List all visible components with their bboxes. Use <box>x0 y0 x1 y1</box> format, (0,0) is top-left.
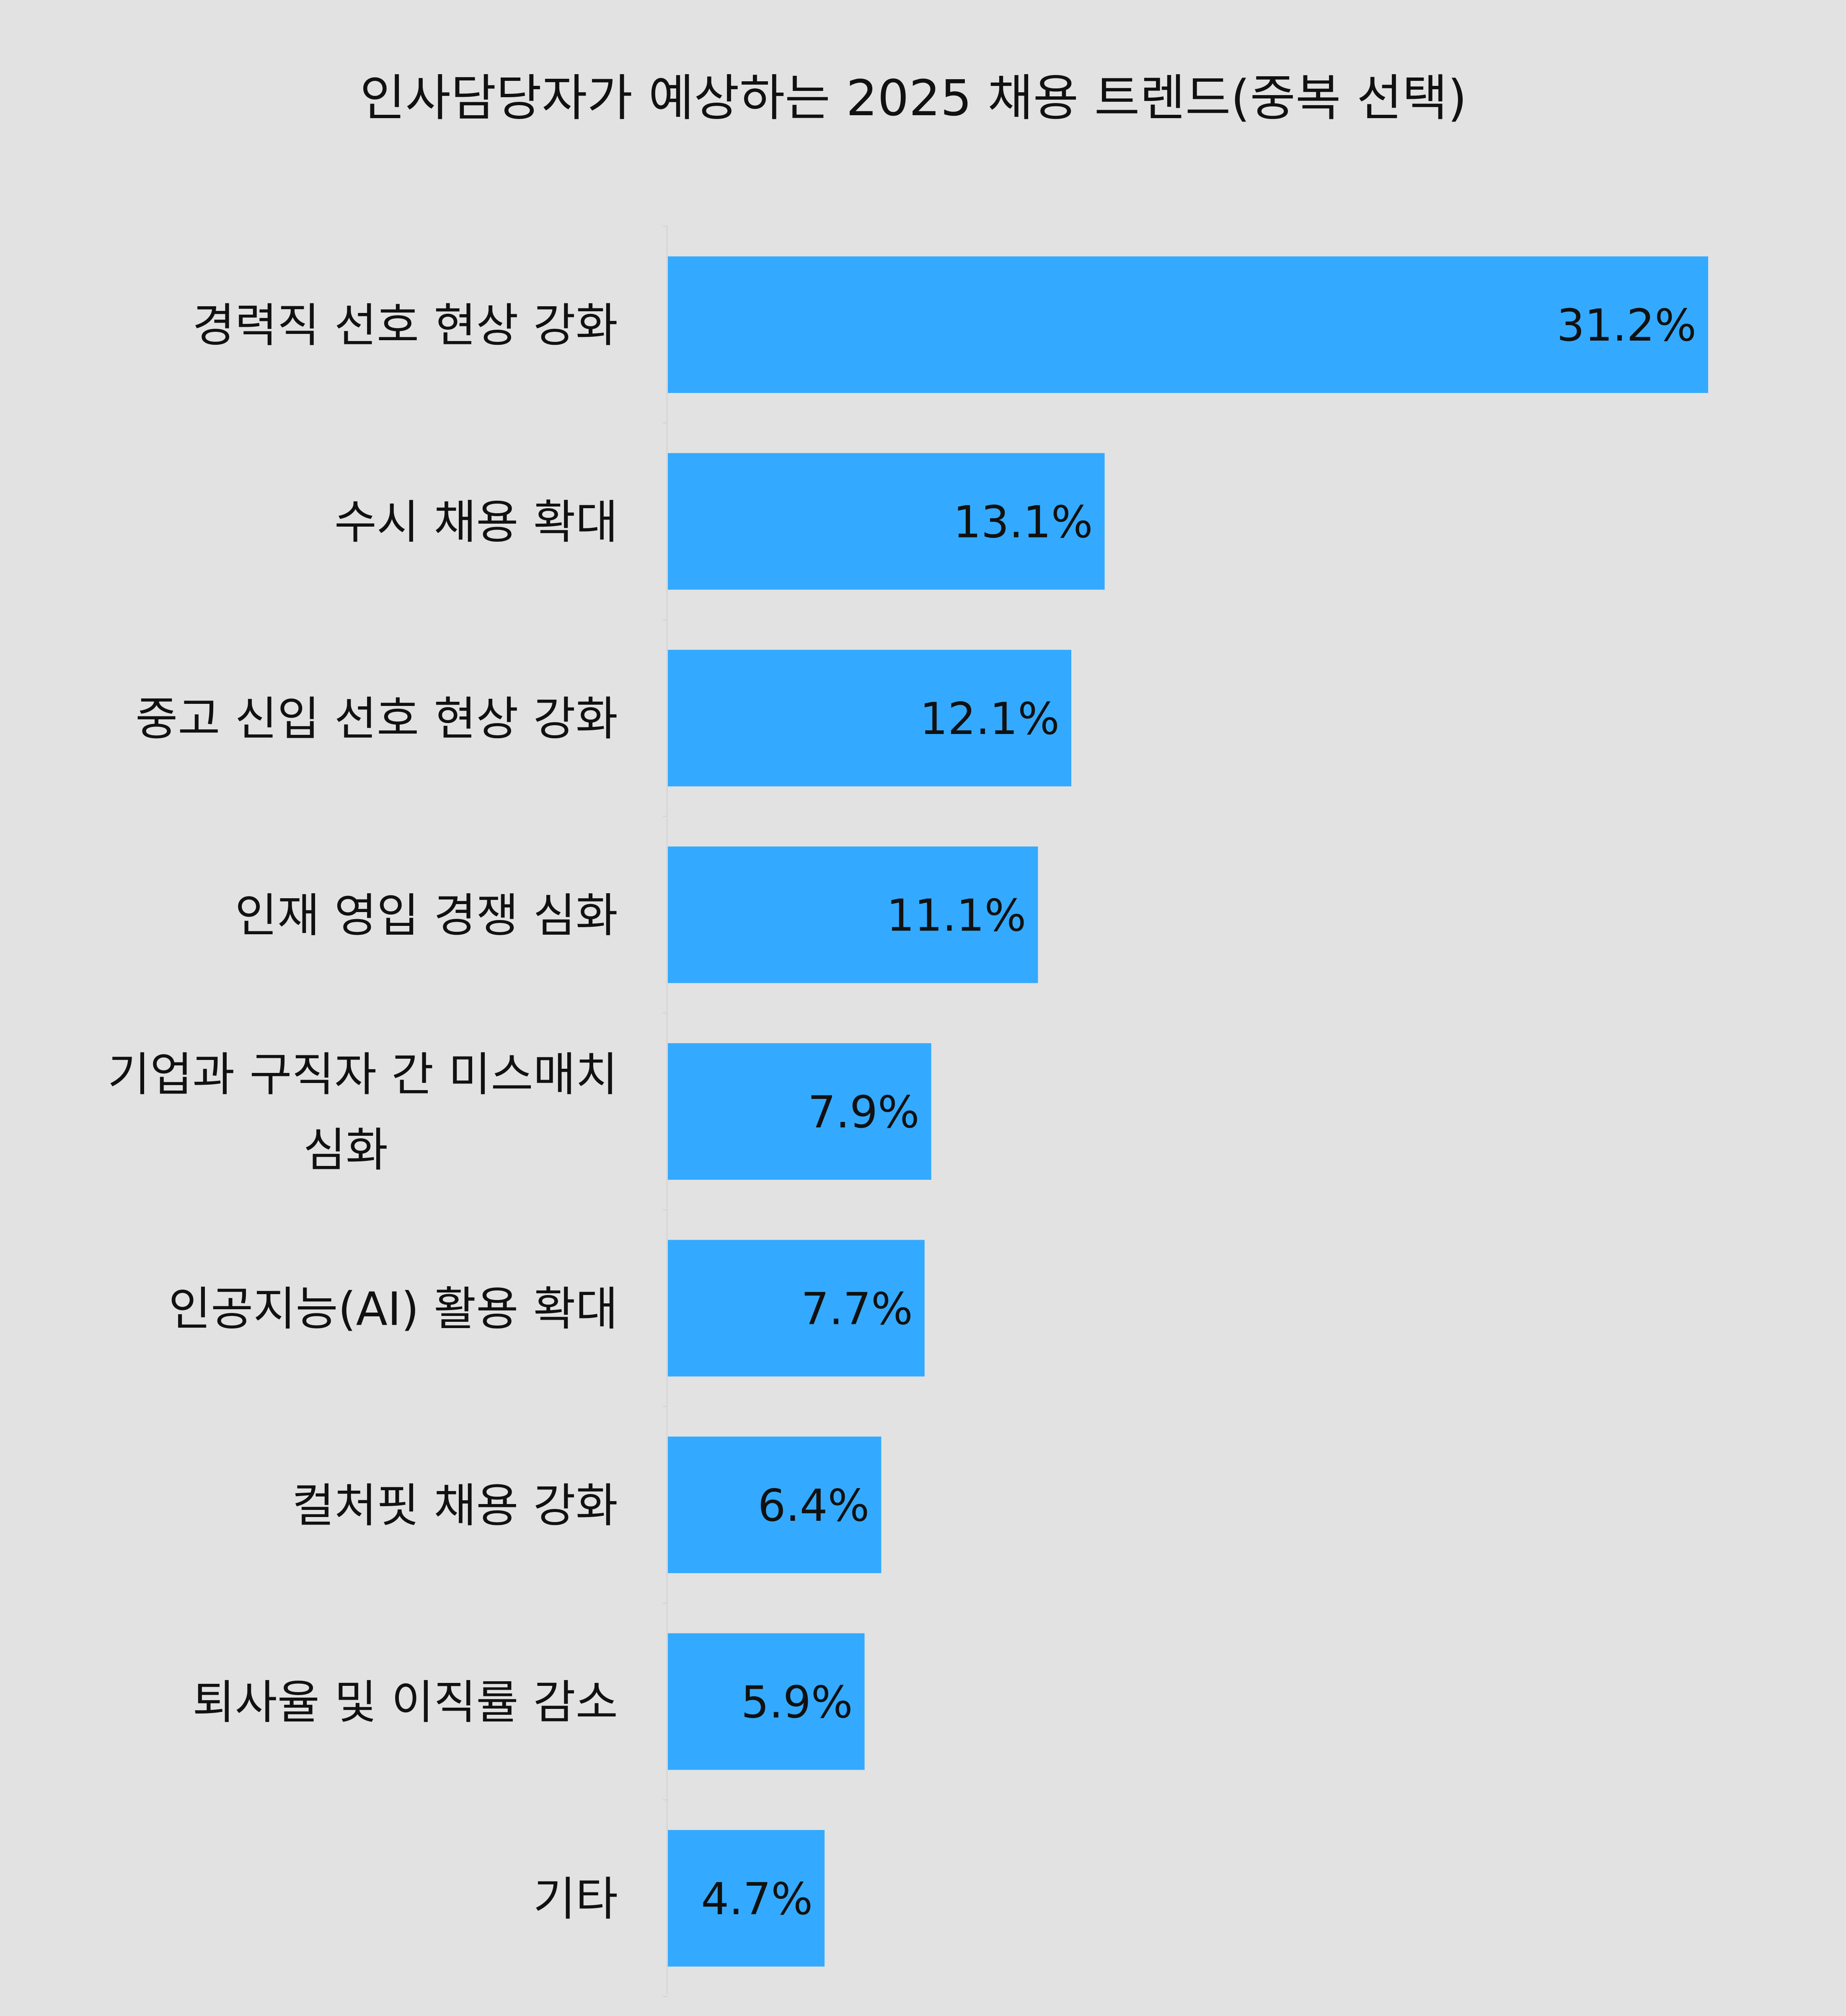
value-label: 7.7% <box>801 1284 913 1335</box>
value-label: 6.4% <box>758 1480 870 1531</box>
value-label: 4.7% <box>701 1874 813 1925</box>
value-label: 11.1% <box>887 890 1026 941</box>
chart-title: 인사담당자가 예상하는 2025 채용 트렌드(중복 선택) <box>360 69 1467 127</box>
category-label-line: 심화 <box>303 1123 388 1177</box>
bar <box>668 1633 865 1770</box>
value-label: 13.1% <box>953 497 1093 548</box>
bar <box>668 1043 931 1180</box>
bar <box>668 1240 925 1377</box>
bar <box>668 846 1038 983</box>
category-label: 경력직 선호 현상 강화 <box>192 299 618 352</box>
category-label: 기타 <box>533 1872 618 1926</box>
category-label-line: 기업과 구직자 간 미스매치 <box>108 1048 618 1101</box>
value-label: 5.9% <box>741 1677 853 1728</box>
value-label: 31.2% <box>1556 300 1696 351</box>
bar <box>668 1437 882 1573</box>
category-label: 인재 영입 경쟁 심화 <box>235 889 618 943</box>
category-label: 중고 신입 선호 현상 강화 <box>135 692 618 746</box>
value-label: 12.1% <box>920 693 1060 744</box>
category-label: 퇴사율 및 이직률 감소 <box>192 1676 618 1729</box>
bar <box>668 1830 825 1967</box>
bar <box>668 256 1708 393</box>
category-label: 컬처핏 채용 강화 <box>292 1479 618 1533</box>
category-label: 수시 채용 확대 <box>334 496 618 549</box>
category-label: 인공지능(AI) 활용 확대 <box>168 1282 618 1336</box>
bar <box>668 650 1071 786</box>
bar <box>668 453 1105 590</box>
value-label: 7.9% <box>808 1087 920 1138</box>
